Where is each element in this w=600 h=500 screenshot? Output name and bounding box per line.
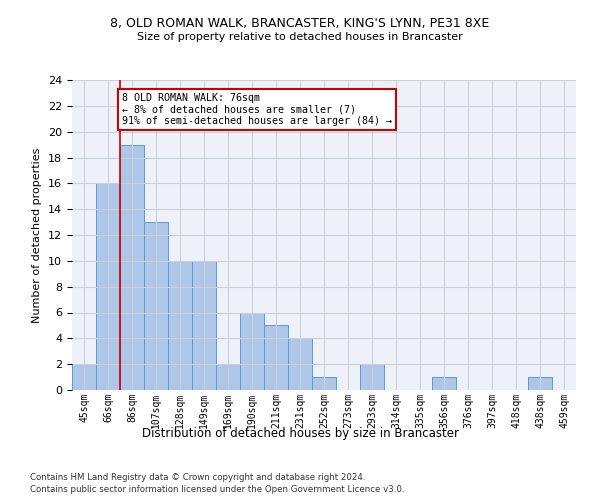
Bar <box>312 377 336 390</box>
Bar <box>528 377 552 390</box>
Bar <box>288 338 312 390</box>
Bar <box>120 144 144 390</box>
Bar <box>432 377 456 390</box>
Y-axis label: Number of detached properties: Number of detached properties <box>32 148 43 322</box>
Text: Distribution of detached houses by size in Brancaster: Distribution of detached houses by size … <box>142 428 458 440</box>
Bar <box>144 222 168 390</box>
Text: 8, OLD ROMAN WALK, BRANCASTER, KING'S LYNN, PE31 8XE: 8, OLD ROMAN WALK, BRANCASTER, KING'S LY… <box>110 18 490 30</box>
Bar <box>216 364 240 390</box>
Bar <box>192 261 216 390</box>
Bar <box>72 364 96 390</box>
Bar <box>360 364 384 390</box>
Text: Contains public sector information licensed under the Open Government Licence v3: Contains public sector information licen… <box>30 485 404 494</box>
Text: 8 OLD ROMAN WALK: 76sqm
← 8% of detached houses are smaller (7)
91% of semi-deta: 8 OLD ROMAN WALK: 76sqm ← 8% of detached… <box>122 93 392 126</box>
Text: Contains HM Land Registry data © Crown copyright and database right 2024.: Contains HM Land Registry data © Crown c… <box>30 472 365 482</box>
Text: Size of property relative to detached houses in Brancaster: Size of property relative to detached ho… <box>137 32 463 42</box>
Bar <box>240 312 264 390</box>
Bar <box>264 326 288 390</box>
Bar <box>96 184 120 390</box>
Bar <box>168 261 192 390</box>
